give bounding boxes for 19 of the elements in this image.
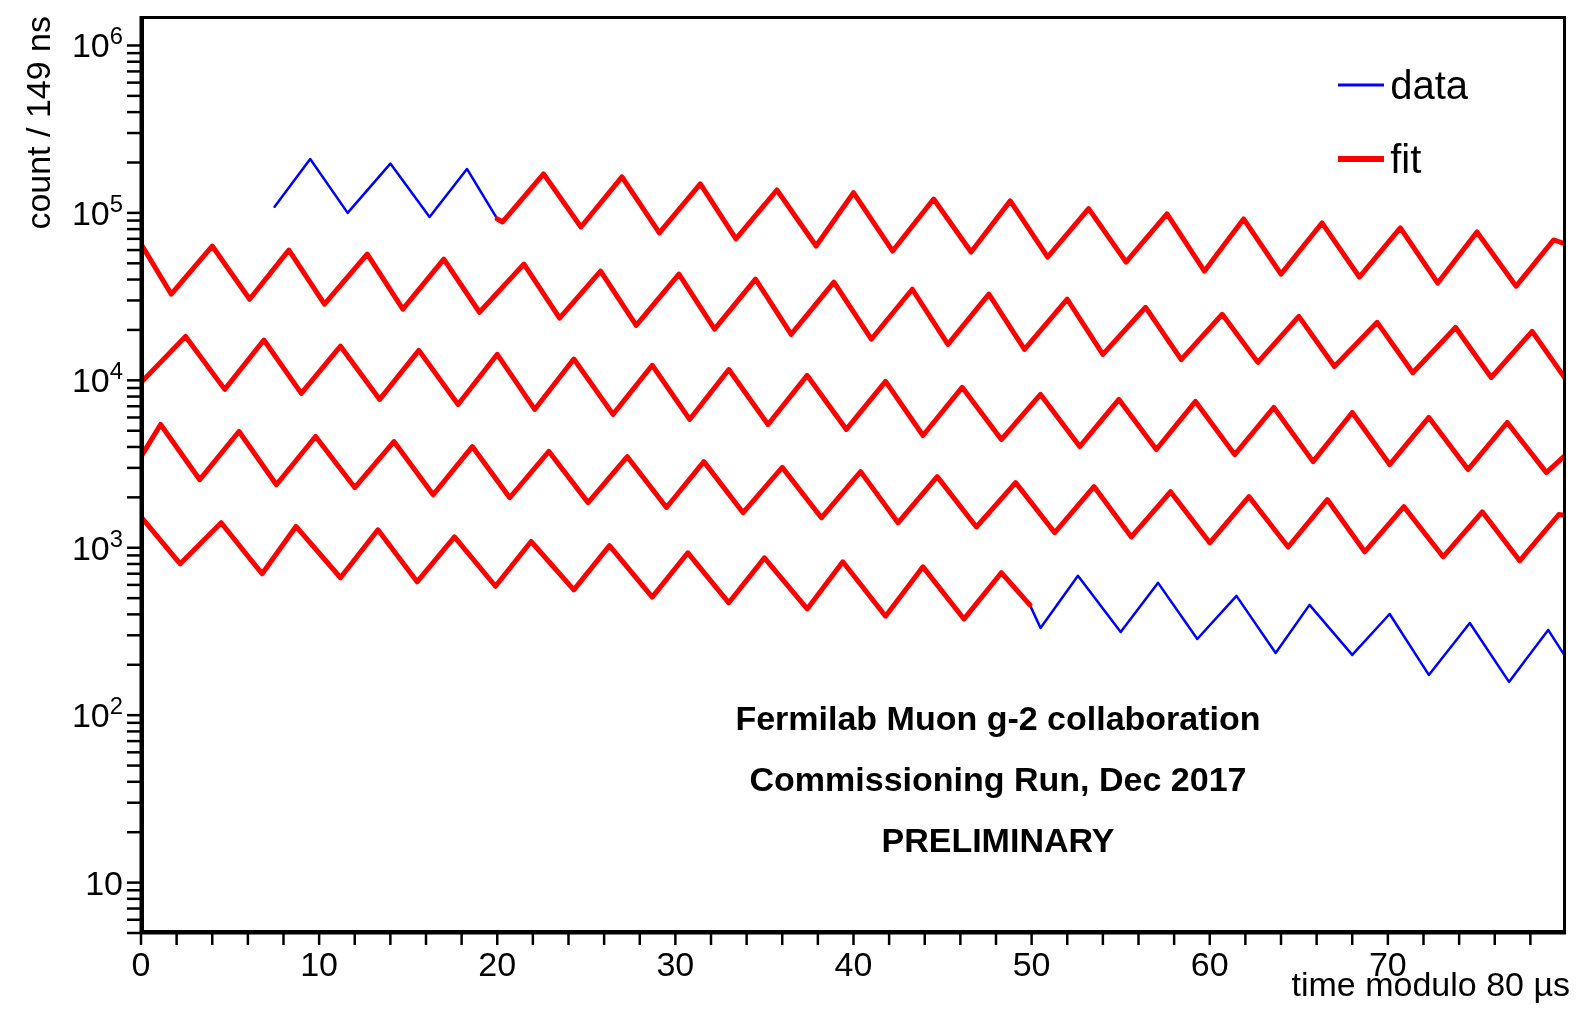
y-tick-label: 10$^{6}$ [71, 21, 123, 65]
x-tick-label: 40 [834, 945, 873, 984]
y-axis-title: count / 149 ns [19, 16, 57, 230]
x-tick-label: 20 [478, 945, 517, 984]
y-tick-label: 10$^{4}$ [71, 356, 123, 400]
y-tick-label: 10$^{5}$ [71, 189, 123, 232]
x-tick-label: 0 [131, 945, 151, 984]
y-tick-label: 10$^{3}$ [71, 524, 123, 567]
annotation: Commissioning Run, Dec 2017 [748, 759, 1248, 800]
x-tick-label: 60 [1190, 945, 1229, 984]
x-tick-label: 50 [1012, 945, 1051, 984]
x-tick-label: 10 [300, 945, 339, 984]
x-tick-label: 30 [656, 945, 695, 984]
y-tick-label: 10 [85, 863, 123, 902]
legend-label: data [1390, 62, 1468, 109]
annotation: Fermilab Muon g-2 collaboration [734, 698, 1262, 739]
annotation: PRELIMINARY [880, 820, 1116, 861]
y-tick-label: 10$^{2}$ [71, 691, 123, 735]
legend-label: fit [1390, 136, 1422, 183]
